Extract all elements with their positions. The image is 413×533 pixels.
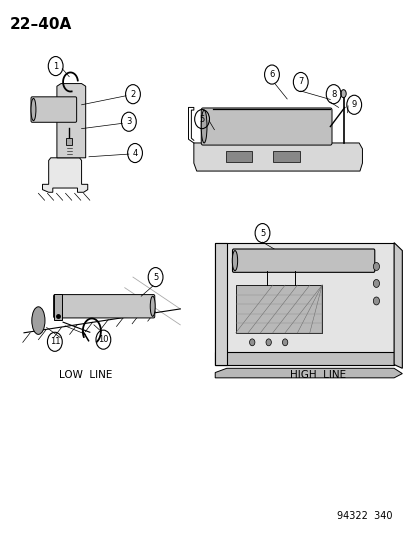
Text: 4: 4 <box>132 149 138 158</box>
FancyBboxPatch shape <box>232 249 374 272</box>
FancyBboxPatch shape <box>201 108 331 145</box>
Ellipse shape <box>373 297 379 305</box>
Ellipse shape <box>31 99 36 120</box>
FancyBboxPatch shape <box>31 97 76 122</box>
Polygon shape <box>215 352 393 365</box>
Text: 2: 2 <box>130 90 135 99</box>
Polygon shape <box>393 243 401 368</box>
Text: 7: 7 <box>297 77 303 86</box>
Ellipse shape <box>266 339 271 346</box>
Text: 3: 3 <box>126 117 131 126</box>
Text: 11: 11 <box>50 337 60 346</box>
Bar <box>225 151 252 161</box>
Text: 94322  340: 94322 340 <box>336 511 391 521</box>
Bar <box>235 285 321 333</box>
Text: 22–40A: 22–40A <box>9 17 72 33</box>
Ellipse shape <box>32 307 45 334</box>
Polygon shape <box>57 84 85 158</box>
Text: 10: 10 <box>98 335 108 344</box>
Polygon shape <box>215 243 226 365</box>
Polygon shape <box>215 368 401 378</box>
Text: 5: 5 <box>199 115 204 124</box>
Polygon shape <box>215 243 393 365</box>
Polygon shape <box>193 143 361 171</box>
FancyBboxPatch shape <box>54 295 154 318</box>
Ellipse shape <box>340 90 345 98</box>
Text: 9: 9 <box>351 100 356 109</box>
Text: LOW  LINE: LOW LINE <box>59 370 112 380</box>
Polygon shape <box>54 294 62 319</box>
Bar <box>66 138 72 144</box>
Text: 6: 6 <box>268 70 274 79</box>
Text: 5: 5 <box>259 229 264 238</box>
Ellipse shape <box>232 251 237 271</box>
Ellipse shape <box>282 339 287 346</box>
Bar <box>272 151 299 161</box>
Polygon shape <box>43 158 88 192</box>
Text: HIGH  LINE: HIGH LINE <box>289 370 345 380</box>
Ellipse shape <box>150 296 155 317</box>
Text: 1: 1 <box>53 62 58 70</box>
Text: 8: 8 <box>330 90 335 99</box>
Ellipse shape <box>249 339 254 346</box>
Ellipse shape <box>201 110 206 143</box>
Ellipse shape <box>373 279 379 287</box>
Ellipse shape <box>373 263 379 270</box>
Text: 5: 5 <box>152 272 158 281</box>
